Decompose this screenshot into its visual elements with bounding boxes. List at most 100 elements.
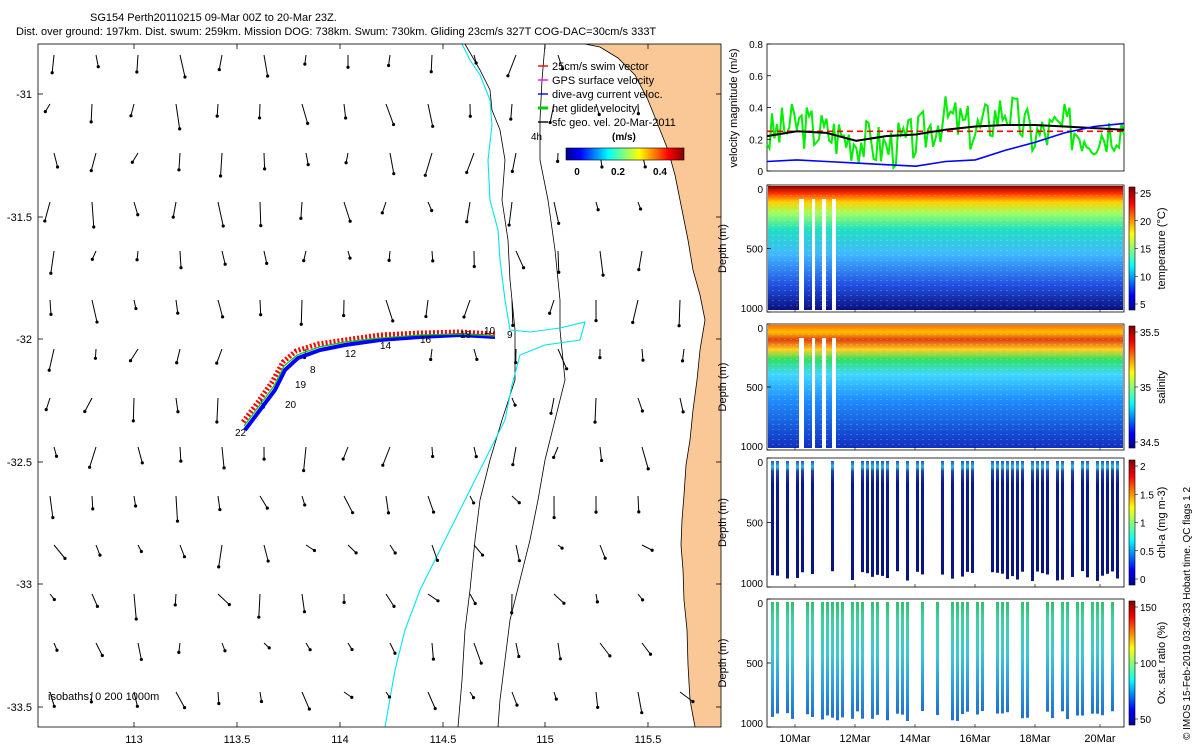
velocity-arrow <box>218 54 223 70</box>
velocity-arrow-head <box>387 695 392 699</box>
dive-column <box>1011 461 1014 577</box>
dive-column <box>1026 602 1029 718</box>
velocity-arrow <box>473 642 482 664</box>
dive-column <box>771 602 774 717</box>
dive-column <box>1056 461 1059 581</box>
section-colorbar <box>1128 459 1136 586</box>
velocity-arrow-head <box>89 700 93 704</box>
dive-column <box>861 461 864 573</box>
lat-tick-label: -31.5 <box>7 212 32 224</box>
velocity-arrow <box>595 103 600 115</box>
cb-tick-1: 0.2 <box>611 167 625 178</box>
depth-tick-label: 0 <box>757 324 763 335</box>
velocity-arrow-head <box>521 266 526 270</box>
velocity-arrow <box>91 495 94 509</box>
velocity-arrow-head <box>638 207 643 211</box>
velocity-arrow <box>216 103 219 117</box>
velocity-arrow-head <box>262 457 266 461</box>
dive-column <box>1116 461 1119 579</box>
velocity-arrow-head <box>549 411 553 415</box>
time-tick-label: 14Mar <box>899 733 931 745</box>
velocity-arrow-head <box>351 511 355 515</box>
velocity-arrow-head <box>510 169 514 173</box>
velocity-arrow <box>599 250 604 276</box>
velocity-arrow <box>682 348 685 361</box>
depth-label: Depth (m) <box>717 224 729 273</box>
dive-column <box>811 602 814 718</box>
velocity-arrow-head <box>220 315 225 319</box>
velocity-arrow-head <box>217 67 221 72</box>
velocity-arrow-head <box>182 705 187 710</box>
velocity-arrow-head <box>55 648 59 652</box>
velocity-arrow <box>637 495 640 512</box>
velocity-arrow-head <box>596 208 600 212</box>
velocity-arrow-head <box>430 208 434 213</box>
velocity-arrow-head <box>506 74 510 78</box>
velocity-arrow <box>50 250 55 274</box>
day-label: 9 <box>507 330 513 341</box>
dive-column <box>876 461 879 575</box>
dive-column <box>996 602 999 714</box>
velocity-arrow <box>632 299 639 323</box>
velocity-arrow-head <box>51 516 55 520</box>
velocity-arrow <box>515 250 525 268</box>
velocity-arrow <box>599 446 603 461</box>
day-label: 19 <box>295 380 307 391</box>
velocity-arrow-head <box>222 466 226 470</box>
velocity-arrow <box>130 348 139 361</box>
velocity-arrow <box>641 348 644 361</box>
dive-column <box>806 602 809 715</box>
colorbar-title: (m/s) <box>612 132 636 143</box>
velocity-arrow-head <box>465 220 469 224</box>
depth-tick-label: 1000 <box>741 304 764 315</box>
velocity-arrow <box>217 299 224 317</box>
velocity-arrow <box>90 691 93 702</box>
dive-column <box>951 602 954 721</box>
velocity-arrow <box>463 299 471 318</box>
velocity-arrow-head <box>348 256 352 260</box>
dive-column <box>1036 461 1039 572</box>
velocity-arrow <box>84 397 93 412</box>
velocity-arrow <box>511 299 514 326</box>
velocity-arrow <box>175 103 181 129</box>
data-gap <box>799 199 804 312</box>
velocity-arrow-head <box>135 704 139 708</box>
time-tick-label: 16Mar <box>959 733 991 745</box>
velocity-arrow-head <box>436 599 440 603</box>
dive-column <box>1111 461 1114 572</box>
data-gap <box>832 338 836 450</box>
velocity-arrow-head <box>475 357 479 361</box>
velocity-arrow <box>179 544 185 557</box>
dive-column <box>1006 602 1009 713</box>
velocity-arrow <box>217 593 230 605</box>
velocity-arrow <box>175 495 178 522</box>
velocity-arrow <box>389 642 396 654</box>
lat-tick-label: -32 <box>16 334 32 346</box>
velocity-arrow-head <box>641 358 645 362</box>
velocity-arrow-head <box>98 553 102 557</box>
velocity-arrow-head <box>223 649 227 653</box>
velocity-arrow <box>89 446 97 468</box>
time-tick-label: 18Mar <box>1019 733 1051 745</box>
isobath-0m-shelf <box>497 44 566 727</box>
velocity-arrow-head <box>89 120 93 124</box>
velocity-arrow-head <box>218 174 223 178</box>
velocity-arrow-head <box>306 121 310 125</box>
dive-column <box>791 602 794 719</box>
day-label: 22 <box>235 428 247 439</box>
velocity-arrow-head <box>386 511 391 515</box>
velocity-arrow <box>95 642 103 656</box>
dive-column <box>961 602 964 715</box>
velocity-arrow <box>49 299 52 315</box>
velocity-arrow <box>473 348 478 360</box>
depth-tick-label: 0 <box>757 458 763 469</box>
velocity-arrow <box>425 299 429 317</box>
velocity-arrow-head <box>465 170 469 175</box>
velocity-arrow-head <box>557 221 561 225</box>
velocity-arrow-head <box>386 63 391 68</box>
lat-tick-label: -32.5 <box>7 457 32 469</box>
dive-column <box>896 461 899 572</box>
velocity-arrow-head <box>257 615 261 619</box>
cb-label: Ox. sat. ratio (%) <box>1156 622 1168 705</box>
velocity-arrow-head <box>44 408 48 412</box>
